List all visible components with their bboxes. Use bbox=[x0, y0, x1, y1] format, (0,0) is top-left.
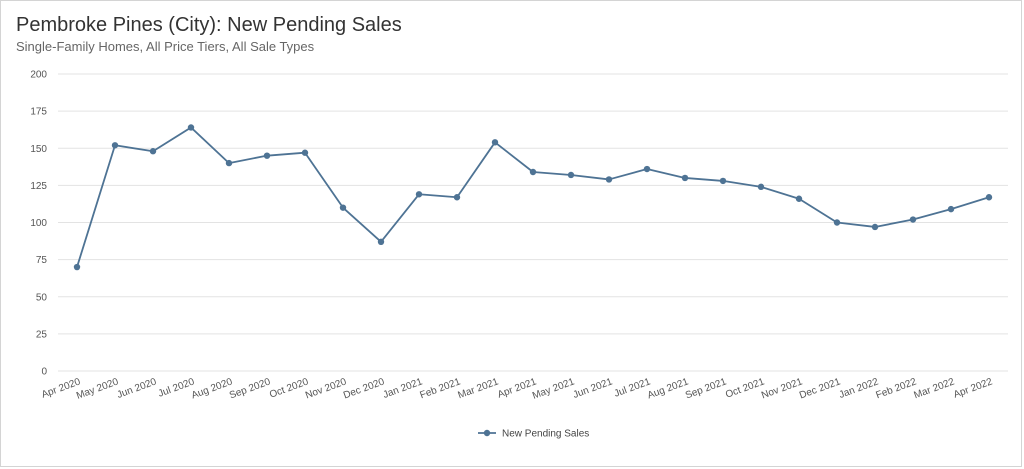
x-tick-label: Jul 2021 bbox=[613, 376, 653, 399]
series-group bbox=[73, 124, 993, 271]
data-point bbox=[377, 238, 385, 246]
data-point bbox=[795, 195, 803, 202]
legend-label: New Pending Sales bbox=[502, 429, 589, 440]
data-point bbox=[225, 159, 233, 167]
x-tick-label: Nov 2021 bbox=[760, 376, 804, 401]
x-tick-label: May 2020 bbox=[75, 376, 120, 402]
chart-subtitle: Single-Family Homes, All Price Tiers, Al… bbox=[16, 39, 315, 54]
y-tick-label: 25 bbox=[36, 329, 48, 340]
data-point bbox=[681, 174, 689, 182]
data-point bbox=[985, 194, 993, 201]
x-tick-label: Mar 2022 bbox=[913, 376, 957, 401]
x-tick-label: Nov 2020 bbox=[304, 376, 348, 401]
x-tick-label: Jun 2021 bbox=[572, 376, 615, 401]
data-point bbox=[529, 168, 537, 176]
x-tick-label: Jul 2020 bbox=[157, 376, 197, 399]
y-tick-label: 50 bbox=[36, 292, 48, 303]
x-tick-label: Sep 2020 bbox=[228, 376, 272, 401]
data-point bbox=[73, 263, 81, 271]
data-point bbox=[567, 171, 575, 179]
x-tick-label: Feb 2022 bbox=[875, 376, 919, 401]
legend-marker bbox=[483, 429, 491, 437]
x-tick-label: Dec 2021 bbox=[798, 376, 842, 401]
x-tick-label: Oct 2021 bbox=[724, 376, 766, 400]
y-tick-label: 75 bbox=[36, 255, 48, 266]
y-tick-label: 100 bbox=[30, 218, 47, 229]
x-tick-label: May 2021 bbox=[531, 376, 576, 402]
data-point bbox=[757, 183, 765, 191]
data-point bbox=[263, 152, 271, 159]
legend[interactable]: New Pending Sales bbox=[478, 429, 589, 440]
x-tick-label: Jan 2022 bbox=[838, 376, 881, 401]
legend-item[interactable]: New Pending Sales bbox=[478, 429, 589, 440]
x-tick-label: Sep 2021 bbox=[684, 376, 728, 401]
x-tick-label: Apr 2022 bbox=[952, 376, 994, 400]
data-point bbox=[947, 205, 955, 213]
y-tick-label: 175 bbox=[30, 107, 47, 118]
x-tick-label: Jan 2021 bbox=[382, 376, 425, 401]
data-point bbox=[149, 148, 157, 155]
data-point bbox=[415, 191, 423, 198]
gridlines bbox=[58, 73, 1008, 372]
data-point bbox=[833, 219, 841, 226]
data-point bbox=[871, 223, 879, 231]
data-point bbox=[605, 176, 613, 183]
y-axis-ticks: 0 25 50 75 100 125 150 175 200 bbox=[30, 70, 47, 378]
x-tick-label: Oct 2020 bbox=[268, 376, 310, 400]
x-tick-label: Aug 2020 bbox=[190, 376, 234, 401]
x-tick-label: Feb 2021 bbox=[419, 376, 463, 401]
y-tick-label: 0 bbox=[41, 367, 47, 378]
data-point bbox=[453, 194, 461, 201]
data-point bbox=[187, 124, 195, 131]
data-point bbox=[909, 216, 917, 223]
y-tick-label: 125 bbox=[30, 181, 47, 192]
x-tick-label: Dec 2020 bbox=[342, 376, 386, 401]
x-tick-label: Aug 2021 bbox=[646, 376, 690, 401]
data-point bbox=[339, 204, 347, 211]
x-tick-label: Jun 2020 bbox=[116, 376, 159, 401]
data-point bbox=[643, 165, 651, 173]
data-point bbox=[301, 149, 309, 156]
data-point bbox=[111, 142, 119, 149]
chart-title: Pembroke Pines (City): New Pending Sales bbox=[16, 14, 402, 36]
x-tick-label: Mar 2021 bbox=[457, 376, 501, 401]
y-tick-label: 150 bbox=[30, 144, 47, 155]
y-tick-label: 200 bbox=[30, 70, 47, 81]
data-point bbox=[719, 177, 727, 185]
data-point bbox=[491, 139, 499, 146]
